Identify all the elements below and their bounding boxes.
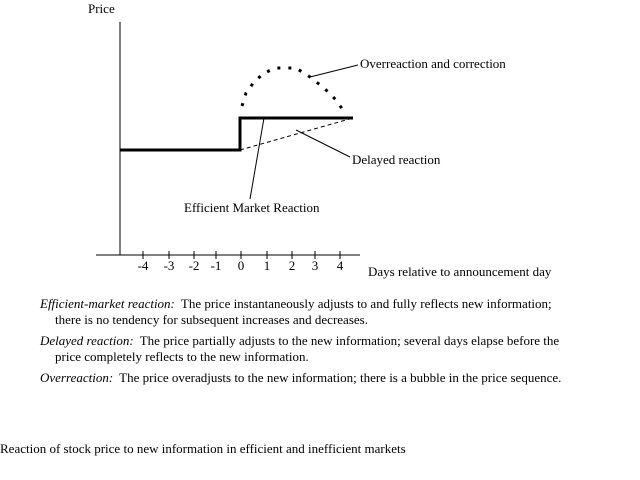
- definition-term: Efficient-market reaction:: [40, 296, 175, 311]
- definitions: Efficient-market reaction: The price inst…: [40, 296, 565, 391]
- x-tick-label: -2: [189, 258, 200, 273]
- definition-term: Overreaction:: [40, 370, 114, 385]
- leader-line: [249, 117, 265, 200]
- caption: Reaction of stock price to new informati…: [0, 441, 406, 456]
- definition: Delayed reaction: The price partially adj…: [40, 333, 565, 365]
- x-axis-label: Days relative to announcement day: [368, 264, 552, 279]
- definition-text: The price overadjusts to the new informa…: [119, 370, 562, 385]
- x-tick-label: 0: [238, 258, 245, 273]
- annotation: Overreaction and correction: [360, 56, 506, 71]
- definition: Efficient-market reaction: The price inst…: [40, 296, 565, 328]
- overreaction-line: [240, 66, 345, 111]
- y-axis-label: Price: [88, 1, 115, 16]
- definition-term: Delayed reaction:: [40, 333, 134, 348]
- efficient-line: [120, 116, 353, 152]
- x-tick-label: -3: [164, 258, 175, 273]
- x-tick-label: 3: [312, 258, 319, 273]
- definition-text: The price instantaneously adjusts to and…: [55, 296, 552, 327]
- x-tick-label: 2: [289, 258, 296, 273]
- definition: Overreaction: The price overadjusts to th…: [40, 370, 565, 386]
- diagram: Price Days relative to announcement day …: [88, 1, 552, 279]
- delayed-line: [239, 117, 354, 151]
- annotation: Delayed reaction: [352, 152, 441, 167]
- annotation: Efficient Market Reaction: [184, 200, 320, 215]
- leader-line: [309, 64, 359, 78]
- leader-line: [295, 129, 351, 158]
- x-ticks: -4 -3 -2 -1 0 1 2 3 4: [138, 251, 344, 273]
- x-tick-label: 4: [337, 258, 344, 273]
- x-tick-label: -4: [138, 258, 149, 273]
- definition-text: The price partially adjusts to the new i…: [55, 333, 560, 364]
- x-tick-label: -1: [211, 258, 222, 273]
- x-tick-label: 1: [264, 258, 271, 273]
